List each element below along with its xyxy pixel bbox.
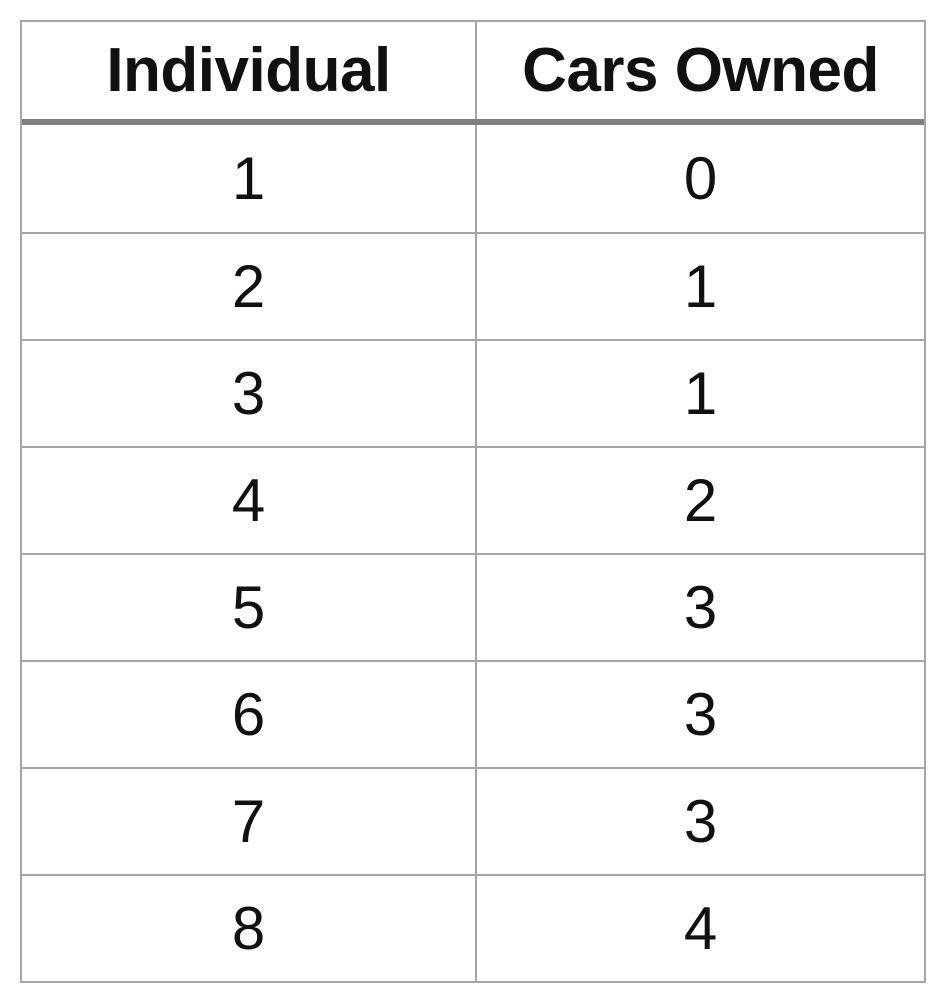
table-row: 4 2 (22, 446, 924, 553)
cell-individual: 4 (22, 448, 477, 553)
cell-cars-owned: 3 (683, 788, 718, 855)
cell-cars-owned: 4 (683, 895, 718, 962)
cell-individual: 6 (22, 662, 477, 767)
data-table: Individual Cars Owned 1 0 2 1 3 1 4 2 5 … (20, 20, 926, 983)
cell-cars-owned: 1 (683, 360, 718, 427)
cell-individual: 3 (22, 341, 477, 446)
table-row: 8 4 (22, 874, 924, 981)
cell-cars-owned: 1 (683, 253, 718, 320)
table-row: 1 0 (22, 125, 924, 232)
cell-individual: 1 (22, 125, 477, 232)
cell-cars-owned: 3 (683, 681, 718, 748)
cell-cars-owned: 3 (683, 574, 718, 641)
table-row: 3 1 (22, 339, 924, 446)
table-row: 6 3 (22, 660, 924, 767)
cell-cars-owned: 2 (683, 467, 718, 534)
table-row: 5 3 (22, 553, 924, 660)
header-cars-owned: Cars Owned (522, 36, 879, 105)
cell-individual: 2 (22, 234, 477, 339)
table-header-row: Individual Cars Owned (22, 22, 924, 125)
cell-individual: 8 (22, 876, 477, 981)
cell-individual: 7 (22, 769, 477, 874)
cell-individual: 5 (22, 555, 477, 660)
cell-cars-owned: 0 (683, 145, 718, 212)
table-row: 7 3 (22, 767, 924, 874)
header-individual: Individual (22, 22, 477, 119)
table-row: 2 1 (22, 232, 924, 339)
